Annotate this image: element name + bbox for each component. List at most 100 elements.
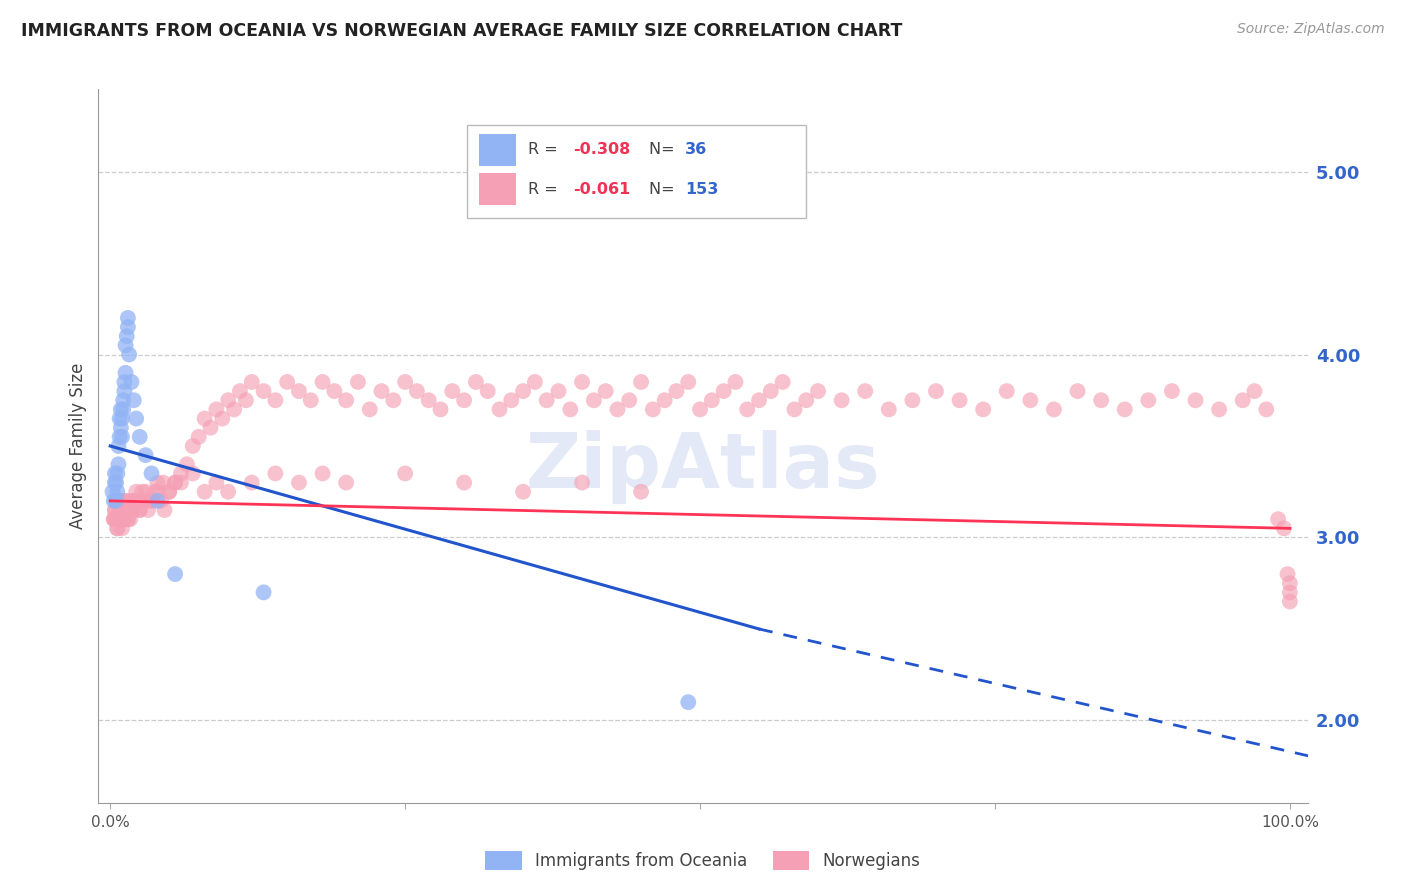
Point — [619, 393, 641, 408]
Point — [117, 512, 139, 526]
Point — [141, 494, 163, 508]
Point — [107, 458, 129, 472]
Point — [406, 384, 429, 398]
Point — [547, 384, 569, 398]
Point — [972, 402, 994, 417]
Point — [146, 484, 169, 499]
Point — [441, 384, 464, 398]
Point — [382, 393, 405, 408]
Point — [512, 484, 534, 499]
Point — [111, 494, 134, 508]
Point — [104, 467, 127, 481]
Point — [595, 384, 617, 398]
Point — [877, 402, 900, 417]
Point — [394, 467, 416, 481]
Point — [252, 384, 274, 398]
Legend: Immigrants from Oceania, Norwegians: Immigrants from Oceania, Norwegians — [479, 844, 927, 877]
Point — [1278, 585, 1301, 599]
Point — [678, 695, 700, 709]
Point — [118, 494, 141, 508]
Text: N=: N= — [648, 182, 679, 196]
Point — [101, 484, 124, 499]
Bar — [479, 173, 516, 205]
Point — [165, 567, 187, 582]
Point — [128, 503, 150, 517]
Point — [211, 411, 233, 425]
Point — [181, 467, 204, 481]
Point — [122, 494, 145, 508]
Point — [335, 393, 357, 408]
Point — [108, 430, 131, 444]
Point — [831, 393, 853, 408]
Point — [187, 430, 209, 444]
Point — [107, 439, 129, 453]
Point — [735, 402, 758, 417]
Point — [264, 393, 287, 408]
Point — [1278, 594, 1301, 608]
Point — [107, 512, 129, 526]
Point — [112, 512, 135, 526]
Point — [1090, 393, 1112, 408]
Point — [153, 503, 176, 517]
Point — [477, 384, 499, 398]
Point — [157, 484, 180, 499]
Point — [853, 384, 876, 398]
Point — [111, 494, 134, 508]
Point — [131, 484, 153, 499]
Point — [217, 484, 239, 499]
Point — [136, 503, 159, 517]
Point — [311, 467, 333, 481]
Point — [1243, 384, 1265, 398]
Point — [115, 329, 138, 343]
Point — [110, 402, 132, 417]
Point — [1161, 384, 1184, 398]
Point — [488, 402, 510, 417]
Point — [630, 375, 652, 389]
Point — [347, 375, 370, 389]
Point — [104, 503, 127, 517]
Point — [1137, 393, 1160, 408]
Point — [135, 448, 157, 462]
Point — [453, 393, 475, 408]
Point — [117, 512, 139, 526]
Text: -0.308: -0.308 — [574, 143, 631, 157]
Point — [111, 521, 134, 535]
Point — [288, 384, 311, 398]
Point — [252, 585, 274, 599]
Point — [1208, 402, 1230, 417]
Point — [288, 475, 311, 490]
Point — [105, 521, 128, 535]
Point — [606, 402, 628, 417]
Point — [122, 503, 145, 517]
Point — [181, 439, 204, 453]
Point — [689, 402, 711, 417]
Point — [794, 393, 817, 408]
Point — [104, 503, 127, 517]
Point — [108, 503, 131, 517]
Point — [1278, 576, 1301, 591]
Point — [120, 375, 142, 389]
Point — [205, 475, 228, 490]
Point — [665, 384, 688, 398]
Point — [1277, 567, 1299, 582]
Text: R =: R = — [527, 143, 562, 157]
Point — [512, 384, 534, 398]
Point — [200, 420, 222, 434]
Point — [105, 512, 128, 526]
Point — [995, 384, 1018, 398]
Point — [235, 393, 257, 408]
Point — [359, 402, 381, 417]
Point — [112, 402, 135, 417]
Point — [1184, 393, 1206, 408]
Point — [105, 494, 128, 508]
Point — [276, 375, 298, 389]
Point — [152, 475, 174, 490]
Point — [143, 484, 166, 499]
Point — [105, 475, 128, 490]
Point — [901, 393, 924, 408]
Point — [1066, 384, 1088, 398]
Point — [240, 375, 263, 389]
Point — [299, 393, 322, 408]
Point — [713, 384, 735, 398]
Point — [724, 375, 747, 389]
